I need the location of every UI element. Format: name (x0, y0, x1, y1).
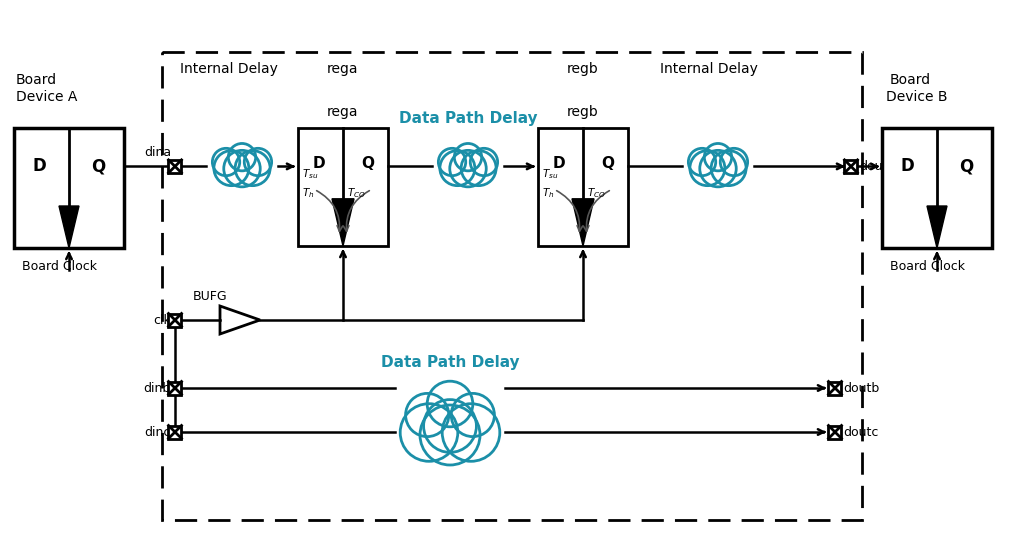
Text: $T_{su}$: $T_{su}$ (302, 168, 318, 181)
Circle shape (450, 150, 486, 187)
Bar (168, 160, 181, 173)
Polygon shape (220, 306, 260, 334)
Circle shape (427, 381, 473, 427)
Polygon shape (572, 199, 594, 246)
Text: Board: Board (890, 73, 931, 87)
Text: $T_h$: $T_h$ (302, 187, 314, 200)
Circle shape (461, 151, 496, 186)
Bar (845, 160, 857, 173)
Text: Q: Q (91, 157, 105, 175)
Bar (298, 128, 388, 246)
Circle shape (405, 393, 449, 437)
Text: Board: Board (16, 73, 57, 87)
Text: clk: clk (153, 313, 171, 326)
Circle shape (690, 151, 725, 186)
Circle shape (244, 149, 271, 176)
Circle shape (235, 151, 270, 186)
Circle shape (440, 151, 475, 186)
Bar (168, 313, 181, 326)
Text: $T_{CO}$: $T_{CO}$ (347, 187, 367, 200)
Circle shape (423, 400, 476, 453)
Circle shape (711, 151, 747, 186)
Text: Q: Q (601, 156, 614, 171)
Circle shape (700, 150, 736, 187)
Circle shape (451, 393, 494, 437)
Bar (14, 128, 124, 248)
Text: Data Path Delay: Data Path Delay (399, 111, 537, 126)
Circle shape (224, 150, 260, 187)
Circle shape (420, 405, 480, 465)
Circle shape (443, 404, 499, 461)
Circle shape (720, 149, 748, 176)
Text: Internal Delay: Internal Delay (660, 62, 758, 76)
Circle shape (470, 149, 497, 176)
Text: D: D (901, 157, 914, 175)
Text: dina: dina (144, 146, 171, 159)
Text: rega: rega (327, 105, 359, 119)
Circle shape (213, 149, 240, 176)
Circle shape (214, 151, 249, 186)
Text: regb: regb (567, 62, 599, 76)
Circle shape (454, 144, 481, 171)
Text: Board Clock: Board Clock (22, 260, 97, 273)
Text: BUFG: BUFG (193, 289, 228, 302)
Text: $T_h$: $T_h$ (542, 187, 554, 200)
Bar (168, 425, 181, 438)
Text: doutb: doutb (843, 381, 879, 394)
Circle shape (400, 404, 458, 461)
Bar (882, 128, 992, 248)
Bar (162, 52, 862, 520)
Text: Data Path Delay: Data Path Delay (381, 355, 520, 369)
Text: Device A: Device A (16, 90, 77, 104)
Circle shape (689, 149, 716, 176)
Text: douta: douta (859, 160, 895, 173)
Bar (538, 128, 628, 246)
Circle shape (439, 149, 466, 176)
Text: Q: Q (361, 156, 374, 171)
Text: Q: Q (959, 157, 973, 175)
Text: doutc: doutc (843, 425, 878, 438)
Bar (829, 425, 842, 438)
Text: Device B: Device B (886, 90, 947, 104)
Polygon shape (332, 199, 354, 246)
Text: Internal Delay: Internal Delay (180, 62, 278, 76)
Text: $T_{su}$: $T_{su}$ (542, 168, 558, 181)
Text: D: D (312, 156, 325, 171)
Text: dinb: dinb (144, 381, 171, 394)
Text: $T_{CO}$: $T_{CO}$ (588, 187, 607, 200)
Polygon shape (927, 206, 947, 248)
Bar (829, 381, 842, 394)
Text: dinc: dinc (145, 425, 171, 438)
Circle shape (228, 144, 255, 171)
Text: regb: regb (567, 105, 599, 119)
Bar (168, 381, 181, 394)
Text: D: D (32, 157, 47, 175)
Text: Board Clock: Board Clock (890, 260, 965, 273)
Text: D: D (552, 156, 565, 171)
Text: rega: rega (327, 62, 359, 76)
Polygon shape (59, 206, 79, 248)
Circle shape (704, 144, 731, 171)
